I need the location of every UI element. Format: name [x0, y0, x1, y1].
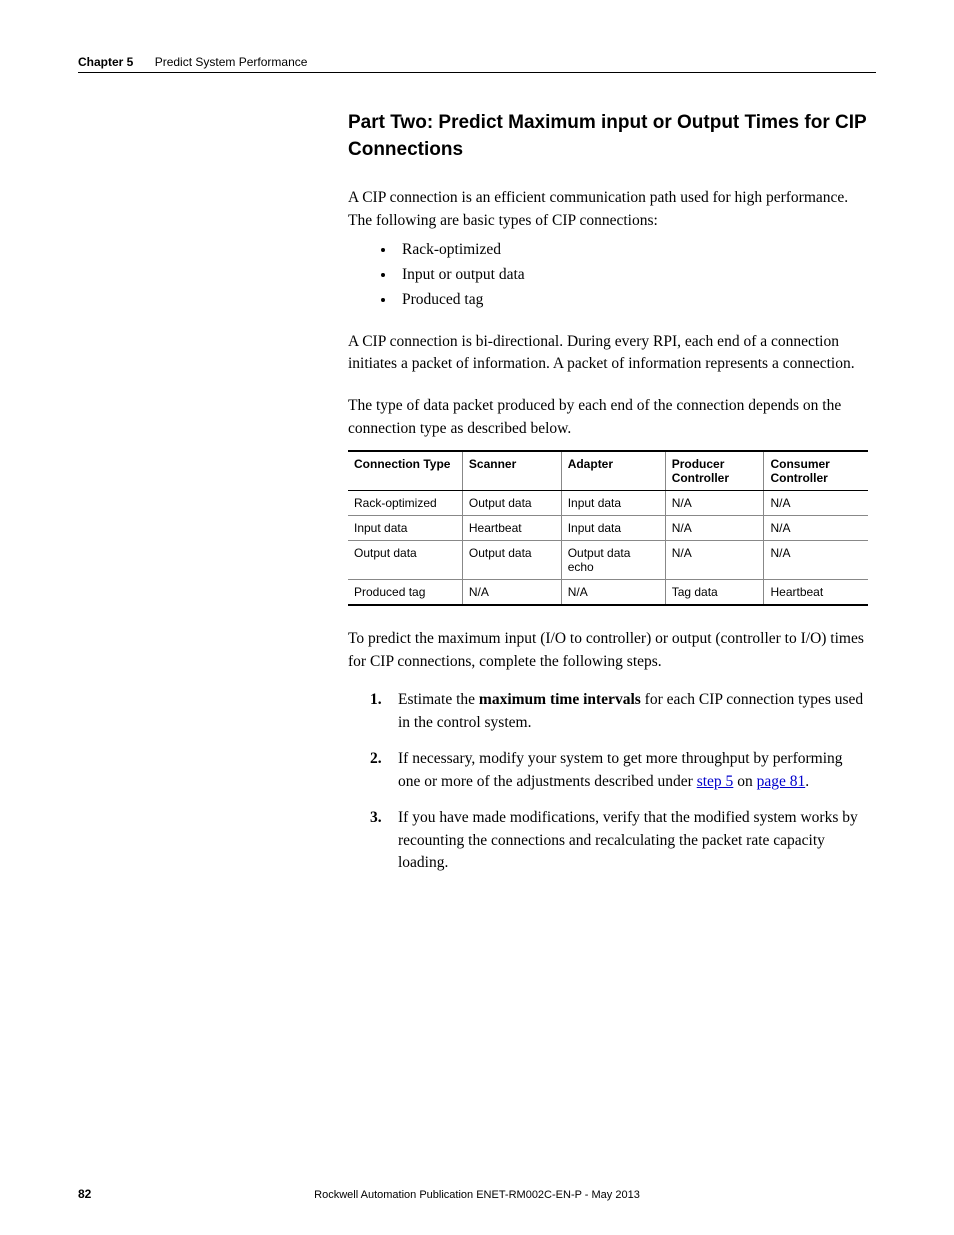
- table-cell: N/A: [764, 491, 868, 516]
- table-header: Producer Controller: [665, 451, 764, 491]
- table-row: Output data Output data Output data echo…: [348, 541, 868, 580]
- table-cell: Input data: [561, 516, 665, 541]
- table-cell: N/A: [561, 580, 665, 606]
- table-header: Adapter: [561, 451, 665, 491]
- table-row: Rack-optimized Output data Input data N/…: [348, 491, 868, 516]
- list-item: Input or output data: [396, 263, 868, 288]
- bidirectional-paragraph: A CIP connection is bi-directional. Duri…: [348, 331, 868, 376]
- list-item: Produced tag: [396, 288, 868, 313]
- table-cell: N/A: [764, 541, 868, 580]
- step-link[interactable]: step 5: [697, 773, 734, 790]
- table-header: Connection Type: [348, 451, 462, 491]
- table-cell: Output data: [348, 541, 462, 580]
- content-area: Part Two: Predict Maximum input or Outpu…: [348, 110, 868, 889]
- step-text-pre: Estimate the: [398, 691, 479, 708]
- table-cell: N/A: [462, 580, 561, 606]
- table-cell: Input data: [348, 516, 462, 541]
- step-text-mid: on: [733, 773, 756, 790]
- header-rule: [78, 72, 876, 73]
- connection-types-list: Rack-optimized Input or output data Prod…: [396, 238, 868, 312]
- step-item: If necessary, modify your system to get …: [348, 748, 868, 793]
- table-cell: Tag data: [665, 580, 764, 606]
- table-cell: Output data: [462, 541, 561, 580]
- predict-paragraph: To predict the maximum input (I/O to con…: [348, 628, 868, 673]
- table-cell: N/A: [665, 541, 764, 580]
- table-cell: Heartbeat: [462, 516, 561, 541]
- table-cell: N/A: [665, 491, 764, 516]
- publication-info: Rockwell Automation Publication ENET-RM0…: [0, 1189, 954, 1201]
- step-text-post: .: [805, 773, 809, 790]
- step-text-bold: maximum time intervals: [479, 691, 641, 708]
- table-row: Produced tag N/A N/A Tag data Heartbeat: [348, 580, 868, 606]
- table-cell: Rack-optimized: [348, 491, 462, 516]
- data-packet-paragraph: The type of data packet produced by each…: [348, 395, 868, 440]
- table-row: Input data Heartbeat Input data N/A N/A: [348, 516, 868, 541]
- step-item: Estimate the maximum time intervals for …: [348, 689, 868, 734]
- table-cell: Output data echo: [561, 541, 665, 580]
- section-title: Part Two: Predict Maximum input or Outpu…: [348, 110, 868, 163]
- page-header: Chapter 5 Predict System Performance: [78, 55, 876, 69]
- connection-type-table: Connection Type Scanner Adapter Producer…: [348, 450, 868, 606]
- list-item: Rack-optimized: [396, 238, 868, 263]
- intro-paragraph: A CIP connection is an efficient communi…: [348, 187, 868, 232]
- table-cell: N/A: [665, 516, 764, 541]
- table-cell: Heartbeat: [764, 580, 868, 606]
- table-header-row: Connection Type Scanner Adapter Producer…: [348, 451, 868, 491]
- table-cell: Output data: [462, 491, 561, 516]
- chapter-label: Chapter 5: [78, 55, 133, 69]
- table-cell: Input data: [561, 491, 665, 516]
- steps-list: Estimate the maximum time intervals for …: [348, 689, 868, 874]
- step-item: If you have made modifications, verify t…: [348, 807, 868, 874]
- table-cell: Produced tag: [348, 580, 462, 606]
- table-header: Scanner: [462, 451, 561, 491]
- chapter-title: Predict System Performance: [155, 55, 308, 69]
- table-cell: N/A: [764, 516, 868, 541]
- table-header: Consumer Controller: [764, 451, 868, 491]
- page-link[interactable]: page 81: [757, 773, 806, 790]
